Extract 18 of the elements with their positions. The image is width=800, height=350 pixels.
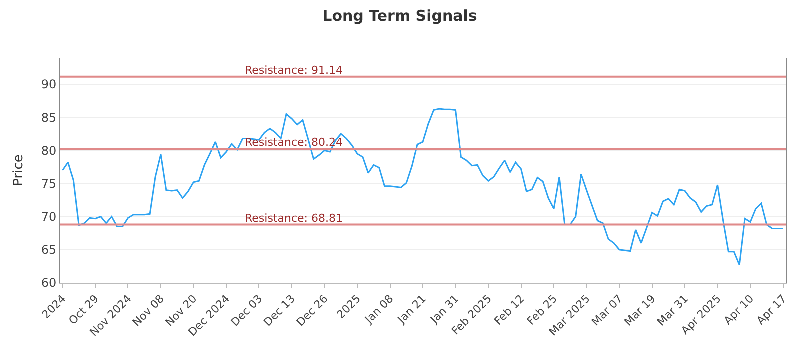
y-tick-label: 85 [41,110,57,125]
chart-title: Long Term Signals [322,7,478,25]
y-tick-label: 80 [41,144,57,158]
x-tick-label: Apr 17 [754,292,790,328]
line-series [62,108,784,266]
x-tick-label: Jan 21 [394,292,430,327]
y-tick-label: 60 [41,276,57,290]
ref-line-label: Resistance: 91.14 [245,64,343,77]
y-tick-label: 75 [41,176,57,191]
y-tick-label: 70 [41,210,57,224]
x-tick-label: Mar 19 [622,292,658,329]
ref-line-label: Resistance: 68.81 [245,212,343,225]
y-tick-label: 90 [41,78,57,92]
y-axis-title: Price [11,154,26,186]
x-tick-label: Apr 10 [722,292,757,328]
x-tick-label: Jan 08 [362,292,396,327]
x-tick-label: Feb 12 [492,292,528,328]
y-tick-label: 65 [41,243,57,258]
